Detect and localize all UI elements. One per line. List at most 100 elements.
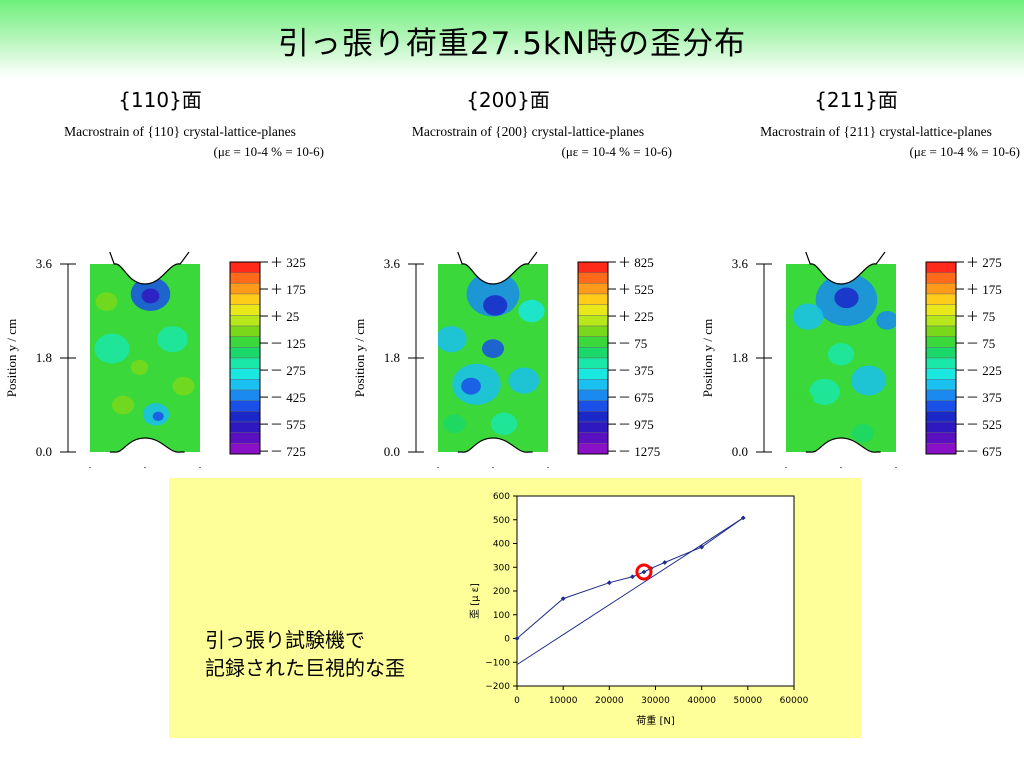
y-axis-label: Position y / cm xyxy=(700,319,715,397)
y-tick-label: 3.6 xyxy=(36,256,53,271)
panel-heading: {211}面 xyxy=(814,88,898,112)
legend-label: － 125 xyxy=(270,336,306,351)
contour-region xyxy=(94,333,130,364)
y-tick-label: −200 xyxy=(485,682,510,692)
top-notch-outline xyxy=(457,251,538,285)
x-tick-label: 40000 xyxy=(687,696,716,706)
legend-frame xyxy=(577,261,609,455)
data-point xyxy=(662,560,668,565)
legend-label: － 225 xyxy=(966,363,1002,378)
legend-label: － 375 xyxy=(618,363,654,378)
contour-region xyxy=(876,311,896,330)
y-tick-label: 0.0 xyxy=(384,444,400,459)
legend-frame xyxy=(229,261,261,455)
y-tick-label: 1.8 xyxy=(36,350,52,365)
color-legend xyxy=(229,261,261,455)
y-tick-label: 400 xyxy=(493,540,510,550)
data-point xyxy=(641,569,647,575)
legend-swatch xyxy=(577,261,609,273)
y-tick-label: 500 xyxy=(493,516,510,526)
x-tick-label: 60000 xyxy=(780,696,809,706)
legend-swatch xyxy=(229,421,261,433)
bottom-notch-outline xyxy=(805,437,881,453)
y-axis-label: Position y / cm xyxy=(4,319,19,397)
legend-swatch xyxy=(229,389,261,401)
legend-swatch xyxy=(577,272,609,284)
contour-region xyxy=(508,367,540,394)
y-tick-label: 100 xyxy=(493,611,510,621)
contour-region xyxy=(443,414,466,434)
data-point xyxy=(699,544,705,550)
y-tick-label: 300 xyxy=(493,563,510,573)
legend-swatch xyxy=(577,293,609,305)
panel-heading: {110}面 xyxy=(118,88,202,112)
contour-region xyxy=(490,412,518,436)
panel-unit-note: (με = 10-4 % = 10-6) xyxy=(213,144,325,159)
legend-swatch xyxy=(577,315,609,327)
legend-label: － 375 xyxy=(966,390,1002,405)
legend-swatch xyxy=(229,283,261,295)
legend-swatch xyxy=(229,315,261,327)
x-tick-label: 50000 xyxy=(734,696,763,706)
contour-region xyxy=(461,377,481,395)
y-tick-label: −100 xyxy=(485,658,510,668)
header-band xyxy=(0,0,1024,78)
legend-swatch xyxy=(925,443,957,455)
contour-region xyxy=(809,378,840,405)
legend-swatch xyxy=(577,368,609,380)
legend-label: ＋ 275 xyxy=(966,255,1002,270)
panel-200: {200}面 Macrostrain of {200} crystal-latt… xyxy=(348,84,688,468)
legend-swatch xyxy=(229,379,261,391)
contour-region xyxy=(852,423,874,443)
legend-swatch xyxy=(925,368,957,380)
legend-swatch xyxy=(925,336,957,348)
legend-swatch xyxy=(577,432,609,444)
legend-label: － 425 xyxy=(270,390,306,405)
plot-area xyxy=(516,495,795,687)
legend-swatch xyxy=(577,336,609,348)
y-axis-label: Position y / cm xyxy=(352,319,367,397)
bottom-notch-outline xyxy=(109,437,185,453)
machine-caption-line1: 引っ張り試験機で xyxy=(205,628,365,652)
legend-label: － 75 xyxy=(618,336,647,351)
legend-swatch xyxy=(577,325,609,337)
y-tick-label: 3.6 xyxy=(384,256,401,271)
legend-swatch xyxy=(229,347,261,359)
legend-swatch xyxy=(925,400,957,412)
legend-label: ＋ 75 xyxy=(966,309,995,324)
panel-unit-note: (με = 10-4 % = 10-6) xyxy=(909,144,1021,159)
x-axis-label: 荷重 [N] xyxy=(636,714,675,727)
legend-label: ＋ 225 xyxy=(618,309,654,324)
legend-label: － 725 xyxy=(270,444,306,459)
legend-swatch xyxy=(577,379,609,391)
legend-swatch xyxy=(925,261,957,273)
legend-label: ＋ 175 xyxy=(270,282,306,297)
contour-region xyxy=(850,365,887,396)
color-legend xyxy=(577,261,609,455)
series-line xyxy=(516,517,744,666)
legend-swatch xyxy=(229,368,261,380)
legend-label: － 575 xyxy=(270,417,306,432)
data-point xyxy=(514,636,520,641)
y-axis-label: 歪 [μ ε] xyxy=(469,583,481,619)
legend-label: － 275 xyxy=(270,363,306,378)
machine-caption-line2: 記録された巨視的な歪 xyxy=(205,656,405,680)
legend-swatch xyxy=(925,389,957,401)
legend-swatch xyxy=(925,325,957,337)
legend-swatch xyxy=(577,443,609,455)
legend-swatch xyxy=(229,357,261,369)
legend-label: － 975 xyxy=(618,417,654,432)
contour-region xyxy=(95,292,118,311)
legend-swatch xyxy=(577,400,609,412)
load-strain-chart: 600 500 400 300 200 100 0 −100 −200 0 10000 20000 30… xyxy=(469,492,809,727)
legend-swatch xyxy=(577,389,609,401)
panel-110: {110}面 Macrostrain of {110} crystal-latt… xyxy=(0,84,340,468)
legend-label: ＋ 325 xyxy=(270,255,306,270)
legend-swatch xyxy=(577,357,609,369)
y-tick-label: 1.8 xyxy=(732,350,748,365)
contour-region xyxy=(483,295,508,316)
legend-swatch xyxy=(229,443,261,455)
